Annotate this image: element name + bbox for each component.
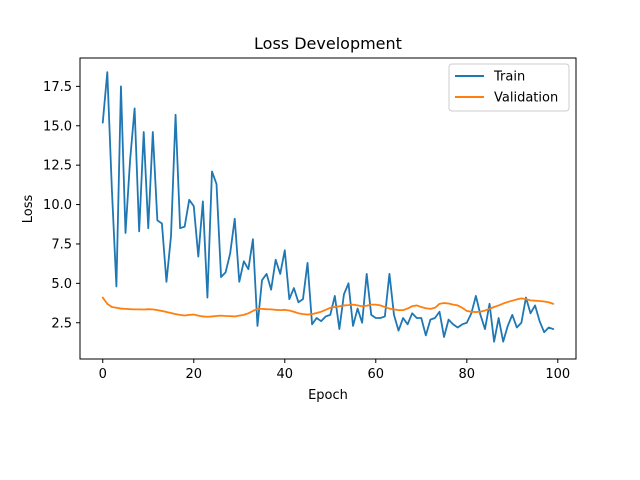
x-tick-label: 100 <box>545 367 570 382</box>
x-tick-label: 60 <box>368 367 385 382</box>
y-tick-label: 15.0 <box>43 119 72 134</box>
x-tick-label: 0 <box>99 367 107 382</box>
x-tick-label: 80 <box>459 367 476 382</box>
legend-label-train: Train <box>493 70 525 85</box>
y-tick-label: 17.5 <box>43 80 72 95</box>
y-tick-label: 5.0 <box>51 277 72 292</box>
chart-title: Loss Development <box>254 34 402 53</box>
y-axis: 2.5 5.0 7.5 10.0 12.5 15.0 17.5 <box>43 80 80 331</box>
x-tick-label: 40 <box>276 367 293 382</box>
axes-frame <box>79 57 577 360</box>
y-tick-label: 2.5 <box>51 316 72 331</box>
series-line-validation <box>101 296 555 318</box>
x-axis-title: Epoch <box>308 388 348 403</box>
series-line-train <box>101 71 555 343</box>
legend: Train Validation <box>448 63 570 112</box>
plot-area <box>101 71 555 343</box>
x-axis: 0 20 40 60 80 100 <box>99 359 570 382</box>
y-tick-label: 12.5 <box>43 159 72 174</box>
y-tick-label: 7.5 <box>51 237 72 252</box>
y-axis-title: Loss <box>21 195 36 224</box>
legend-label-validation: Validation <box>494 91 558 106</box>
y-tick-label: 10.0 <box>43 198 72 213</box>
x-tick-label: 20 <box>185 367 202 382</box>
